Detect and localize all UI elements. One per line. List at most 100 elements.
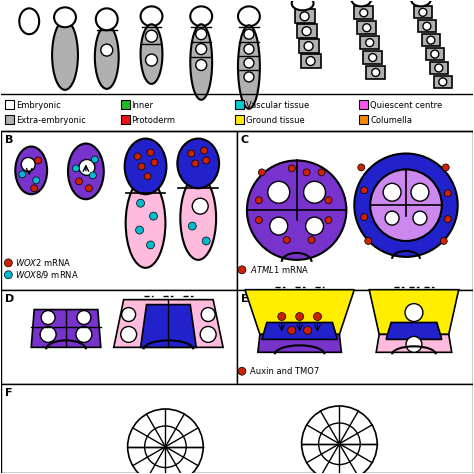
Circle shape (440, 237, 447, 245)
Ellipse shape (292, 0, 313, 10)
Circle shape (444, 190, 451, 197)
Circle shape (238, 367, 246, 375)
Circle shape (238, 266, 246, 274)
Bar (235, 100, 244, 109)
Text: $\it{WOX2}$ mRNA: $\it{WOX2}$ mRNA (15, 257, 72, 268)
Circle shape (268, 182, 290, 203)
Circle shape (411, 183, 429, 201)
Circle shape (75, 178, 82, 185)
Polygon shape (258, 335, 341, 352)
Ellipse shape (96, 9, 118, 30)
Circle shape (419, 9, 427, 16)
Ellipse shape (351, 0, 371, 6)
Circle shape (146, 54, 157, 66)
Text: Inner: Inner (132, 101, 154, 110)
Ellipse shape (125, 138, 166, 194)
Circle shape (188, 150, 195, 157)
Circle shape (201, 147, 208, 154)
Polygon shape (354, 6, 373, 19)
Circle shape (244, 58, 254, 68)
Circle shape (405, 304, 423, 321)
Text: Extra-embryonic: Extra-embryonic (16, 116, 86, 125)
Ellipse shape (52, 20, 78, 90)
Circle shape (361, 214, 368, 220)
Circle shape (363, 24, 371, 32)
Text: Ground tissue: Ground tissue (246, 116, 305, 125)
Polygon shape (426, 48, 444, 60)
Text: $\it{ATML1}$ mRNA: $\it{ATML1}$ mRNA (250, 264, 309, 275)
Polygon shape (141, 305, 196, 347)
Ellipse shape (370, 169, 442, 241)
Circle shape (77, 310, 91, 325)
Circle shape (319, 423, 360, 465)
Polygon shape (297, 24, 317, 38)
Circle shape (431, 50, 439, 58)
Circle shape (258, 169, 265, 176)
Circle shape (21, 157, 35, 172)
Circle shape (288, 327, 296, 335)
Bar (5, 115, 14, 124)
Circle shape (302, 27, 311, 36)
Circle shape (4, 259, 12, 267)
Circle shape (121, 327, 137, 342)
Circle shape (196, 60, 207, 71)
Polygon shape (366, 66, 385, 79)
Circle shape (304, 42, 313, 51)
Circle shape (270, 217, 288, 235)
Circle shape (306, 56, 315, 65)
Circle shape (313, 312, 321, 320)
Circle shape (192, 160, 199, 167)
Circle shape (406, 337, 422, 352)
Polygon shape (245, 290, 354, 335)
Circle shape (244, 29, 254, 39)
Circle shape (360, 9, 368, 17)
Circle shape (288, 165, 295, 172)
Circle shape (134, 153, 141, 160)
Ellipse shape (180, 176, 216, 260)
Circle shape (304, 182, 326, 203)
Polygon shape (357, 21, 376, 34)
Text: Vascular tissue: Vascular tissue (246, 101, 309, 110)
Circle shape (358, 164, 365, 171)
Ellipse shape (411, 0, 431, 6)
Circle shape (308, 237, 315, 244)
Text: Embryonic: Embryonic (16, 101, 61, 110)
Polygon shape (31, 310, 101, 347)
Circle shape (85, 185, 92, 192)
Polygon shape (360, 36, 379, 49)
Text: Protoderm: Protoderm (132, 116, 176, 125)
Circle shape (137, 199, 145, 207)
Circle shape (255, 217, 262, 224)
Circle shape (444, 216, 451, 223)
Circle shape (147, 149, 154, 156)
Ellipse shape (15, 146, 47, 194)
Polygon shape (114, 300, 223, 347)
Bar (1, 290, 237, 384)
Ellipse shape (68, 144, 104, 199)
Circle shape (366, 39, 374, 46)
Circle shape (40, 327, 56, 342)
Text: $\it{WOX8/9}$ mRNA: $\it{WOX8/9}$ mRNA (15, 269, 79, 280)
Circle shape (306, 217, 323, 235)
Circle shape (200, 327, 216, 342)
Circle shape (244, 44, 254, 54)
Circle shape (201, 308, 215, 321)
Circle shape (369, 54, 377, 62)
Ellipse shape (126, 178, 165, 268)
Bar (5, 100, 14, 109)
Bar (237, 290, 473, 384)
Circle shape (442, 164, 449, 171)
Circle shape (296, 312, 304, 320)
Polygon shape (430, 62, 448, 74)
Circle shape (19, 171, 26, 178)
Text: D: D (5, 294, 15, 304)
Bar (359, 115, 368, 124)
Bar (237, 131, 473, 290)
Circle shape (145, 426, 186, 467)
Circle shape (144, 173, 151, 180)
Bar (235, 115, 244, 124)
Circle shape (278, 312, 286, 320)
Circle shape (304, 327, 311, 335)
Text: C: C (241, 135, 249, 145)
Text: F: F (5, 388, 13, 398)
